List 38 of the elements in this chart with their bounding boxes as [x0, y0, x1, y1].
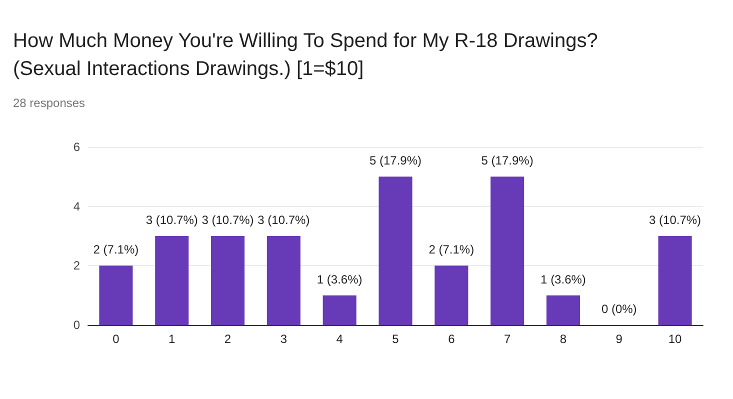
x-tick-label: 7 — [504, 332, 511, 346]
data-label: 3 (10.7%) — [649, 213, 702, 227]
bar — [211, 236, 245, 325]
data-label: 2 (7.1%) — [428, 242, 474, 257]
bar — [378, 176, 412, 325]
data-label: 3 (10.7%) — [258, 213, 310, 227]
bar — [658, 236, 692, 325]
data-label: 5 (17.9%) — [481, 154, 534, 168]
y-tick-label: 0 — [73, 318, 80, 332]
data-label: 1 (3.6%) — [540, 272, 586, 286]
data-label: 1 (3.6%) — [316, 272, 362, 286]
x-tick-label: 5 — [392, 332, 400, 346]
x-tick-label: 3 — [280, 332, 288, 346]
data-label: 3 (10.7%) — [202, 213, 254, 227]
x-tick-label: 8 — [560, 332, 567, 346]
x-tick-label: 6 — [448, 332, 456, 346]
x-tick-label: 4 — [336, 332, 344, 346]
chart-subtitle: 28 responses — [13, 96, 86, 110]
bar — [99, 266, 133, 325]
bar — [434, 266, 468, 325]
chart-title: How Much Money You're Willing To Spend for My R-18 Drawings? (Sexual Interactions Drawings.) [1=$10] — [13, 30, 604, 80]
y-tick-label: 4 — [73, 199, 80, 214]
bar — [490, 176, 524, 325]
bar — [546, 295, 580, 325]
bar — [266, 236, 300, 325]
y-tick-label: 6 — [73, 140, 80, 154]
bar — [155, 236, 189, 325]
bar — [322, 295, 356, 325]
x-tick-label: 2 — [224, 332, 232, 346]
data-label: 0 (0%) — [601, 302, 637, 316]
data-label: 2 (7.1%) — [93, 242, 139, 257]
y-tick-label: 2 — [73, 258, 80, 273]
x-tick-label: 1 — [168, 332, 176, 346]
data-label: 3 (10.7%) — [146, 213, 198, 227]
x-tick-label: 0 — [112, 332, 120, 346]
x-tick-label: 10 — [668, 332, 682, 346]
data-label: 5 (17.9%) — [369, 154, 422, 168]
x-tick-label: 9 — [616, 332, 623, 346]
